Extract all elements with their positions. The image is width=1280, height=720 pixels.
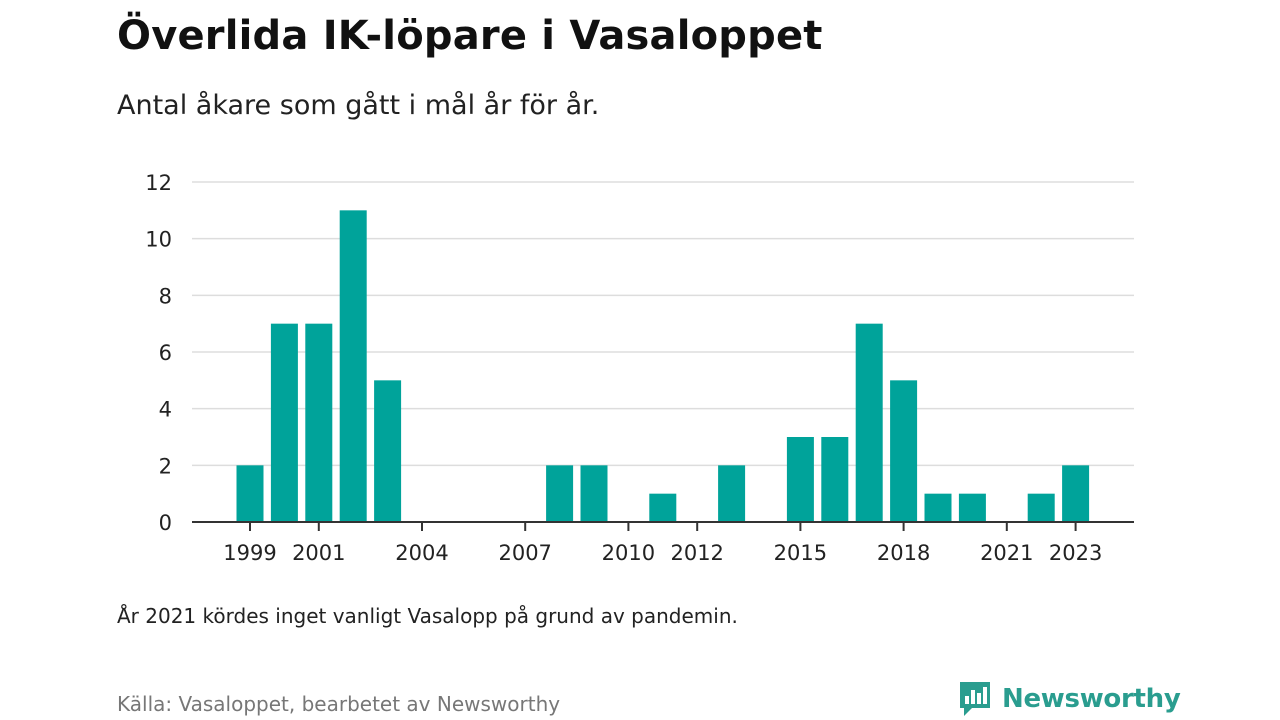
x-tick-label: 2001 [292, 541, 345, 565]
bar-2019 [924, 493, 952, 522]
bar-2016 [821, 437, 849, 522]
bars [236, 210, 1090, 523]
y-tick-label: 0 [159, 511, 172, 535]
bar-2003 [374, 380, 402, 522]
y-tick-label: 8 [159, 284, 172, 308]
bar-2018 [890, 380, 918, 522]
bar-2011 [649, 493, 677, 522]
bar-2002 [339, 210, 367, 523]
chart-subtitle: Antal åkare som gått i mål år för år. [117, 90, 600, 121]
newsworthy-logo-icon [960, 682, 990, 716]
bar-2023 [1062, 465, 1090, 522]
x-tick-label: 2010 [602, 541, 655, 565]
bar-1999 [236, 465, 264, 522]
y-tick-label: 10 [145, 228, 172, 252]
bar-2015 [786, 437, 814, 522]
bar-2022 [1027, 493, 1055, 522]
x-tick-label: 2015 [774, 541, 827, 565]
x-tick-label: 2012 [670, 541, 723, 565]
bar-2013 [718, 465, 746, 522]
y-tick-label: 12 [145, 171, 172, 195]
bar-2008 [546, 465, 574, 522]
source-text: Källa: Vasaloppet, bearbetet av Newswort… [117, 692, 561, 716]
axes: 0 2 4 6 8 10 12 1999 2001 2004 2007 2010 2012 2015 201… [145, 171, 1134, 565]
x-tick-label: 2007 [498, 541, 551, 565]
bar-2001 [305, 323, 333, 522]
x-tick-label: 1999 [223, 541, 276, 565]
bar-chart: 0 2 4 6 8 10 12 1999 2001 2004 2007 2010 2012 2015 201… [145, 171, 1134, 565]
brand-logo: Newsworthy [958, 680, 1181, 718]
gridlines [192, 181, 1134, 467]
x-tick-label: 2021 [980, 541, 1033, 565]
x-tick-label: 2023 [1049, 541, 1102, 565]
y-tick-label: 6 [159, 341, 172, 365]
bar-2000 [270, 323, 298, 522]
chart-title: Överlida IK-löpare i Vasaloppet [117, 13, 823, 59]
y-tick-label: 2 [159, 454, 172, 478]
x-tick-label: 2018 [877, 541, 930, 565]
bar-2017 [855, 323, 883, 522]
brand-name: Newsworthy [1002, 684, 1181, 714]
y-tick-label: 4 [159, 398, 172, 422]
x-tick-label: 2004 [395, 541, 448, 565]
chart-note: År 2021 kördes inget vanligt Vasalopp på… [117, 604, 738, 628]
bar-2009 [580, 465, 608, 522]
bar-2020 [958, 493, 986, 522]
